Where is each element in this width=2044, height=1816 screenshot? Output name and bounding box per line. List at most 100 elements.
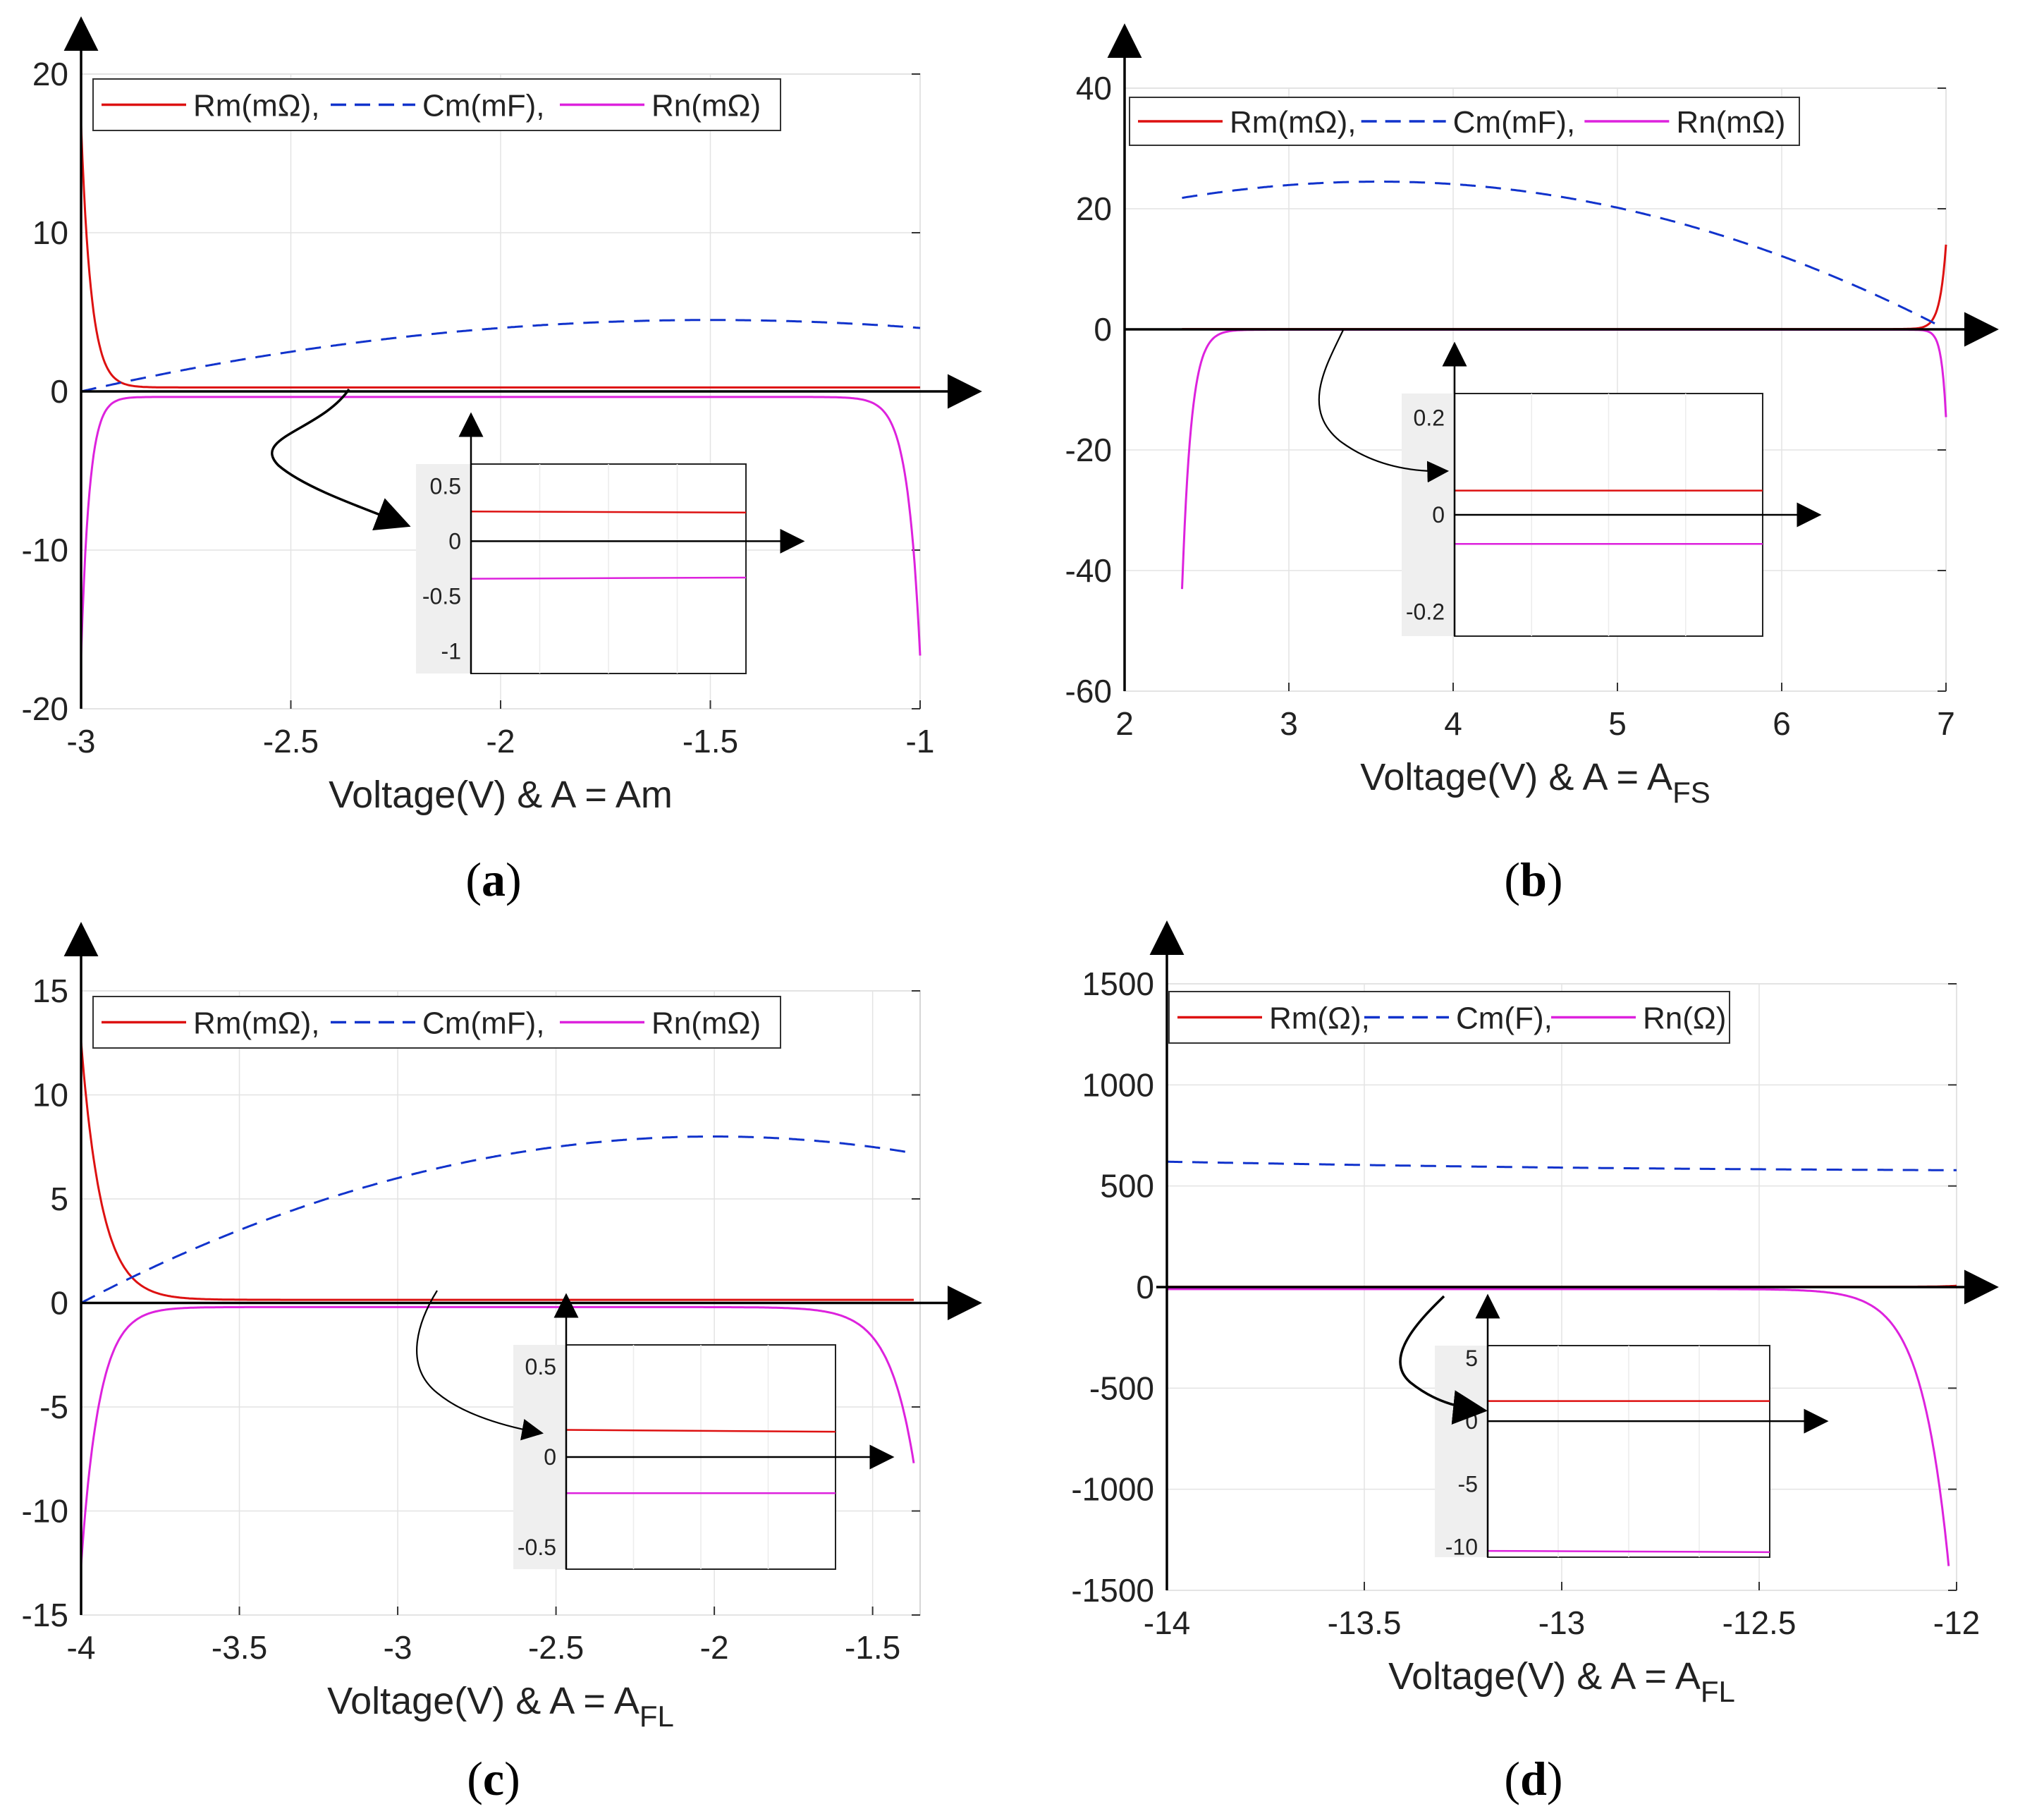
legend: Rm(mΩ), Cm(mF), Rn(mΩ) xyxy=(92,78,781,131)
y-tick-label: 1500 xyxy=(1082,965,1154,1002)
x-axis-label: Voltage(V) & A = AFL xyxy=(327,1680,674,1733)
chart-panel-d: -14 -13.5 -13 -12.5 -12 -1500 -1000 -500 0 500 100… xyxy=(1071,920,1999,1708)
caption-a: (a) xyxy=(465,853,521,906)
inset-label-band xyxy=(1402,394,1455,636)
inset-y-tick-label: 0.5 xyxy=(525,1354,556,1379)
inset-label-band xyxy=(1435,1346,1488,1557)
legend: Rm(Ω), Cm(F), Rn(Ω) xyxy=(1168,991,1730,1044)
inset-y-tick-label: 5 xyxy=(1465,1346,1478,1371)
y-tick-label: -1500 xyxy=(1071,1572,1154,1609)
y-tick-label: 5 xyxy=(50,1181,68,1217)
zoom-pointer-arrow xyxy=(271,389,411,531)
y-tick-label: 0 xyxy=(50,373,68,410)
x-tick-label: 3 xyxy=(1280,705,1298,742)
legend-box xyxy=(1168,991,1730,1044)
legend-label-rn: Rn(mΩ) xyxy=(651,1006,761,1041)
caption-b: (b) xyxy=(1504,853,1562,906)
inset-y-tick-label: -10 xyxy=(1445,1535,1478,1560)
y-tick-label: 20 xyxy=(32,56,68,92)
x-tick-label: -13 xyxy=(1538,1604,1585,1641)
x-tick-label: -2.5 xyxy=(263,723,319,760)
x-tick-label: 4 xyxy=(1444,705,1462,742)
x-tick-label: 5 xyxy=(1608,705,1627,742)
x-tick-label: -3.5 xyxy=(212,1629,267,1666)
y-tick-label: -20 xyxy=(1065,432,1112,468)
series-line-cm xyxy=(1182,181,1943,329)
x-tick-label: -2 xyxy=(700,1629,729,1666)
x-tick-label: 2 xyxy=(1115,705,1134,742)
y-tick-label: -40 xyxy=(1065,552,1112,589)
y-tick-label: 0 xyxy=(50,1285,68,1322)
legend-label-rm: Rm(mΩ), xyxy=(193,89,320,123)
x-tick-label: -14 xyxy=(1144,1604,1190,1641)
y-tick-label: 0 xyxy=(1094,311,1112,348)
inset-y-tick-label: 0 xyxy=(1465,1408,1478,1434)
legend-box xyxy=(92,996,781,1049)
inset-y-tick-label: 0.2 xyxy=(1414,405,1445,430)
y-tick-label: 1000 xyxy=(1082,1066,1154,1103)
y-tick-label: 500 xyxy=(1100,1168,1154,1205)
legend-label-cm: Cm(F), xyxy=(1456,1001,1553,1036)
y-tick-label: 40 xyxy=(1076,70,1112,106)
inset-y-tick-label: -5 xyxy=(1458,1471,1478,1497)
legend-label-rm: Rm(mΩ), xyxy=(193,1006,320,1041)
series-line-cm xyxy=(1167,1160,1957,1171)
inset-y-tick-label: 0 xyxy=(544,1444,556,1470)
x-tick-label: -4 xyxy=(67,1629,96,1666)
inset: 0.5 0 -0.5 xyxy=(513,1293,895,1570)
inset-line-rn xyxy=(470,576,747,580)
series-line-rn xyxy=(1167,1288,1950,1566)
ticks: 2 3 4 5 6 7 -60 -40 -20 0 20 40 xyxy=(1065,70,1955,742)
series-line-rn xyxy=(80,396,922,656)
ticks: -14 -13.5 -13 -12.5 -12 -1500 -1000 -500 0 500 100… xyxy=(1071,965,1980,1641)
inset-line-rm xyxy=(565,1429,836,1433)
inset-y-tick-label: -0.5 xyxy=(422,584,461,609)
zoom-pointer-arrow xyxy=(1318,329,1450,483)
chart-panel-b: 2 3 4 5 6 7 -60 -40 -20 0 20 40 Rm(mΩ), Cm(mF), Rn(mΩ)… xyxy=(1065,23,1999,809)
series-line-rm xyxy=(80,126,920,389)
y-tick-label: 10 xyxy=(32,214,68,251)
svg-text:(b): (b) xyxy=(1504,853,1562,906)
x-tick-label: -1.5 xyxy=(845,1629,900,1666)
inset-y-tick-label: 0 xyxy=(448,528,461,554)
legend-label-rn: Rn(mΩ) xyxy=(651,89,761,123)
inset-y-tick-label: 0.5 xyxy=(430,473,461,499)
legend-label-cm: Cm(mF), xyxy=(422,89,545,123)
x-tick-label: -3 xyxy=(384,1629,412,1666)
series-line-rn xyxy=(80,1305,915,1566)
svg-text:(c): (c) xyxy=(467,1752,520,1805)
inset-label-band xyxy=(513,1345,566,1569)
svg-text:(d): (d) xyxy=(1504,1752,1562,1805)
y-tick-label: 0 xyxy=(1136,1269,1154,1305)
y-tick-label: 15 xyxy=(32,973,68,1009)
chart-panel-c: -4 -3.5 -3 -2.5 -2 -1.5 -15 -10 -5 0 5 10 15 Rm(mΩ), C… xyxy=(22,922,982,1733)
legend-label-rn: Rn(Ω) xyxy=(1643,1001,1726,1036)
svg-text:(a): (a) xyxy=(465,853,521,906)
inset-y-tick-label: -0.5 xyxy=(518,1535,556,1560)
inset-label-band xyxy=(416,464,471,674)
y-tick-label: 10 xyxy=(32,1077,68,1114)
inset: 0.5 0 -0.5 -1 xyxy=(416,412,805,674)
x-tick-label: -12.5 xyxy=(1722,1604,1797,1641)
inset-y-tick-label: -0.2 xyxy=(1406,599,1445,625)
legend-label-rm: Rm(Ω), xyxy=(1269,1001,1370,1036)
inset-line-rn xyxy=(1487,1549,1770,1554)
x-tick-label: -12 xyxy=(1933,1604,1980,1641)
caption-d: (d) xyxy=(1504,1752,1562,1805)
inset-y-tick-label: -1 xyxy=(441,639,461,664)
x-tick-label: 7 xyxy=(1937,705,1955,742)
x-tick-label: 6 xyxy=(1773,705,1791,742)
x-axis-label: Voltage(V) & A = AFS xyxy=(1360,756,1710,809)
series xyxy=(80,126,922,656)
caption-c: (c) xyxy=(467,1752,520,1805)
y-tick-label: -1000 xyxy=(1071,1471,1154,1508)
y-tick-label: -10 xyxy=(22,532,68,568)
y-tick-label: 20 xyxy=(1076,190,1112,227)
legend: Rm(mΩ), Cm(mF), Rn(mΩ) xyxy=(1129,97,1800,146)
x-tick-label: -1.5 xyxy=(683,723,738,760)
y-tick-label: -5 xyxy=(39,1389,68,1425)
x-tick-label: -2 xyxy=(486,723,515,760)
legend-label-cm: Cm(mF), xyxy=(422,1006,545,1041)
